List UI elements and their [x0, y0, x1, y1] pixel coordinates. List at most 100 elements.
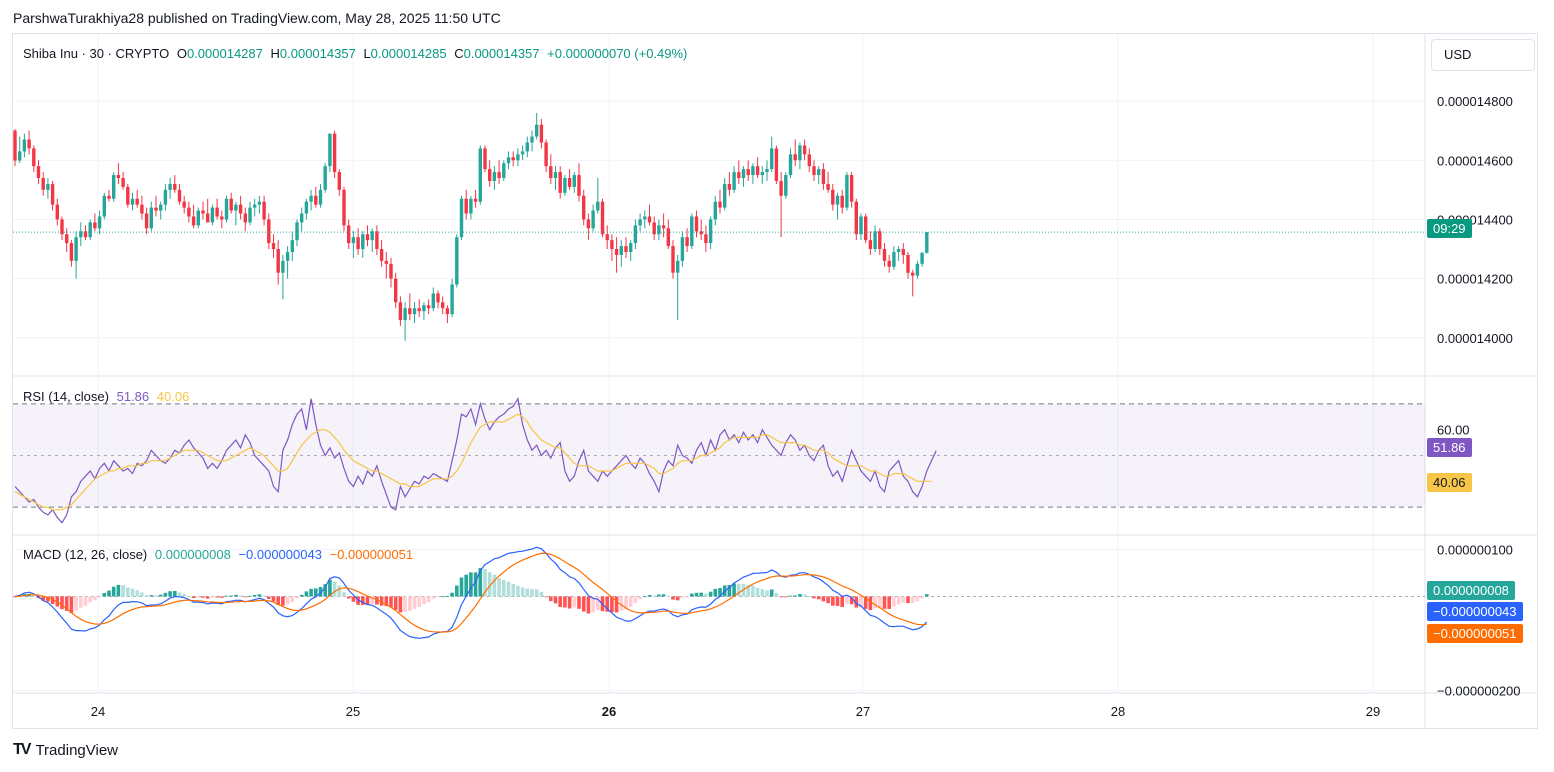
macd-histogram-bar [553, 596, 558, 604]
candle-body [116, 175, 121, 179]
candle-body [882, 249, 887, 261]
macd-histogram-bar [859, 596, 863, 608]
macd-label[interactable]: MACD (12, 26, close) [23, 547, 148, 562]
macd-histogram-bar [149, 595, 154, 597]
footer-brand[interactable]: TV TradingView [13, 741, 118, 759]
macd-histogram-bar [111, 586, 116, 597]
candle-body [911, 272, 915, 276]
candle-body [74, 237, 78, 261]
macd-histogram-bar [168, 591, 172, 597]
macd-histogram-bar [558, 596, 562, 607]
candle-body [257, 201, 262, 205]
candle-body [699, 231, 703, 235]
candle-body [502, 163, 506, 179]
candle-body [488, 169, 492, 181]
candle-body [784, 175, 788, 196]
macd-histogram-bar [685, 596, 689, 598]
macd-histogram-bar [257, 594, 262, 597]
macd-histogram-bar [530, 589, 534, 597]
macd-histogram-bar [252, 595, 257, 597]
candle-body [831, 189, 835, 205]
candle-body [638, 219, 642, 226]
macd-histogram-bar [144, 595, 149, 597]
macd-histogram-bar [868, 596, 873, 611]
macd-histogram-bar [845, 596, 849, 604]
low-value: 0.000014285 [370, 46, 447, 61]
candle-body [751, 166, 755, 176]
macd-histogram-bar [816, 596, 821, 600]
macd-histogram-bar [332, 581, 337, 597]
macd-histogram-bar [215, 596, 219, 598]
macd-histogram-bar [220, 596, 224, 598]
x-tick-label: 25 [346, 704, 360, 719]
candle-body [577, 175, 581, 196]
macd-histogram-bar [854, 596, 859, 608]
macd-histogram-bar [675, 596, 680, 601]
candle-body [741, 169, 746, 179]
candle-body [262, 201, 266, 220]
macd-histogram-bar [812, 596, 816, 599]
candle-body [563, 178, 567, 193]
currency-button[interactable]: USD [1431, 39, 1535, 71]
macd-histogram-bar [506, 581, 511, 597]
candle-body [332, 133, 337, 173]
macd-histogram-bar [285, 596, 290, 605]
macd-histogram-bar [581, 596, 586, 612]
macd-histogram-bar [205, 596, 210, 599]
candle-body [342, 189, 346, 226]
macd-histogram-bar [126, 587, 130, 597]
macd-histogram-bar [440, 596, 445, 598]
candle-body [793, 154, 797, 161]
macd-histogram-bar [769, 589, 774, 597]
candle-body [539, 124, 544, 143]
candle-body [906, 254, 910, 273]
macd-histogram-bar [821, 596, 826, 602]
x-tick-label: 26 [602, 704, 616, 719]
candle-body [582, 195, 586, 220]
candle-body [817, 169, 821, 176]
candle-body [328, 133, 332, 167]
macd-histogram-bar [398, 596, 403, 613]
candle-body [18, 151, 22, 161]
macd-histogram-bar [901, 596, 906, 603]
candle-body [55, 204, 59, 220]
candle-body [544, 142, 548, 167]
candle-body [511, 157, 515, 161]
candle-body [154, 207, 158, 211]
macd-histogram-bar [412, 596, 417, 609]
macd-histogram-bar [572, 596, 577, 608]
axes: 24 25 26 27 28 29 0.000014000 0.000014200 0.0000… [91, 94, 1521, 719]
candle-body [737, 172, 741, 179]
candle-body [887, 260, 891, 267]
macd-histogram-bar [173, 591, 177, 597]
candle-body [121, 178, 125, 187]
candle-body [168, 183, 172, 190]
candle-body [868, 240, 873, 250]
macd-histogram-bar [393, 596, 398, 610]
macd-histogram-bar [93, 596, 97, 601]
macd-histogram-bar [389, 596, 393, 608]
candle-body [60, 219, 64, 235]
macd-histogram-bar [318, 587, 323, 597]
candle-body [553, 172, 558, 179]
change-value: +0.000000070 (+0.49%) [547, 46, 688, 61]
chart-frame [12, 33, 1538, 729]
macd-histogram-bar [708, 591, 713, 597]
symbol-label[interactable]: Shiba Inu · 30 · CRYPTO [23, 46, 170, 61]
macd-histogram-bar [873, 596, 877, 609]
candle-body [300, 213, 304, 223]
macd-histogram-bar [234, 594, 238, 597]
candle-body [206, 213, 210, 223]
macd-histogram-bar [469, 572, 473, 597]
macd-histogram-bar [483, 569, 487, 597]
macd-histogram-bar [478, 568, 483, 597]
candle-body [492, 172, 497, 181]
candle-body [558, 172, 562, 193]
candle-body [671, 246, 675, 273]
macd-histogram-bar [83, 596, 88, 606]
candle-body [661, 225, 666, 229]
candle-body [88, 222, 92, 238]
price-pane [13, 112, 1425, 341]
rsi-label[interactable]: RSI (14, close) [23, 389, 109, 404]
